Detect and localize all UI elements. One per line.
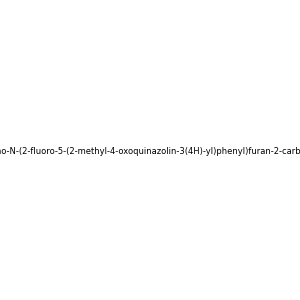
Text: 5-bromo-N-(2-fluoro-5-(2-methyl-4-oxoquinazolin-3(4H)-yl)phenyl)furan-2-carboxam: 5-bromo-N-(2-fluoro-5-(2-methyl-4-oxoqui… — [0, 147, 300, 156]
